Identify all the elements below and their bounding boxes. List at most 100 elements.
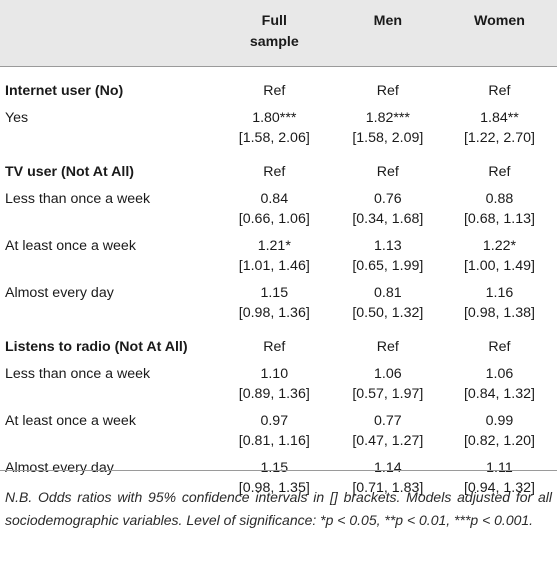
confidence-interval: [0.98, 1.36] [238,304,310,321]
odds-ratio: 1.15 [260,284,289,301]
ref-cell: Ref [376,338,399,355]
column-header-men: Men [373,13,403,29]
ref-cell: Ref [488,338,511,355]
confidence-interval: [0.66, 1.06] [238,210,310,227]
column-header-women: Women [473,13,525,29]
row-label: At least once a week [5,237,136,254]
section-listens-to-radio: Listens to radio (Not At All) Ref Ref Re… [0,323,557,506]
odds-ratio-table: Full sample Men Women Internet user (No) … [0,0,557,506]
section-header-row: Internet user (No) Ref Ref Ref [0,66,557,101]
or-cell: 0.99 [0.82, 1.20] [442,404,557,451]
table-bottom-rule [0,470,557,471]
or-cell: 0.88 [0.68, 1.13] [442,182,557,229]
or-cell: 0.77 [0.47, 1.27] [334,404,442,451]
ref-cell: Ref [263,338,286,355]
table-row: At least once a week 1.21* [1.01, 1.46] 1… [0,229,557,276]
odds-ratio: 0.97 [260,412,289,429]
header-background [0,0,557,66]
or-cell: 1.84** [1.22, 2.70] [442,101,557,148]
confidence-interval: [0.34, 1.68] [352,210,424,227]
table-row: Yes 1.80*** [1.58, 2.06] 1.82*** [1.58, 2.… [0,101,557,148]
ref-cell: Ref [376,163,399,180]
row-label: At least once a week [5,412,136,429]
row-label: Less than once a week [5,365,151,382]
confidence-interval: [0.71, 1.83] [352,479,424,496]
or-cell: 1.80*** [1.58, 2.06] [215,101,334,148]
or-cell: 0.76 [0.34, 1.68] [334,182,442,229]
or-cell: 0.84 [0.66, 1.06] [215,182,334,229]
odds-ratio: 1.11 [486,459,513,476]
table-footnote: N.B. Odds ratios with 95% confidence int… [5,489,552,528]
confidence-interval: [0.50, 1.32] [352,304,424,321]
confidence-interval: [0.82, 1.20] [463,432,535,449]
confidence-interval: [1.00, 1.49] [463,257,535,274]
section-header-row: TV user (Not At All) Ref Ref Ref [0,148,557,182]
confidence-interval: [0.98, 1.38] [463,304,535,321]
confidence-interval: [1.58, 2.09] [352,129,424,146]
row-label: Almost every day [5,459,114,476]
ref-cell: Ref [488,163,511,180]
odds-ratio: 0.84 [260,190,289,207]
ref-cell: Ref [488,82,511,99]
odds-ratio: 1.15 [260,459,289,476]
or-cell: 1.14 [0.71, 1.83] [334,451,442,506]
confidence-interval: [0.81, 1.16] [238,432,310,449]
table-row: At least once a week 0.97 [0.81, 1.16] 0.… [0,404,557,451]
odds-ratio: 1.10 [260,365,289,382]
row-label: Yes [5,109,29,126]
odds-ratio: 0.99 [485,412,514,429]
column-header-full-sample: Full sample [249,13,299,50]
or-cell: 1.82*** [1.58, 2.09] [334,101,442,148]
confidence-interval: [1.58, 2.06] [238,129,310,146]
confidence-interval: [0.68, 1.13] [463,210,535,227]
odds-ratio: 1.14 [374,459,402,476]
table-row: Less than once a week 1.10 [0.89, 1.36] 1… [0,357,557,404]
or-cell: 1.21* [1.01, 1.46] [215,229,334,276]
odds-ratio: 1.22* [482,237,516,254]
confidence-interval: [0.47, 1.27] [352,432,424,449]
odds-ratio: 1.80*** [252,109,297,126]
odds-ratio: 1.06 [374,365,402,382]
or-cell: 0.97 [0.81, 1.16] [215,404,334,451]
confidence-interval: [1.01, 1.46] [238,257,310,274]
section-title: Listens to radio (Not At All) [5,338,188,355]
confidence-interval: [0.65, 1.99] [352,257,424,274]
section-title: Internet user (No) [5,82,124,99]
or-cell: 1.06 [0.57, 1.97] [334,357,442,404]
table-header: Full sample Men Women [0,0,557,66]
row-label: Less than once a week [5,190,151,207]
odds-ratio: 0.76 [374,190,402,207]
table-row: Almost every day 1.15 [0.98, 1.36] 0.81 [0… [0,276,557,323]
or-cell: 1.06 [0.84, 1.32] [442,357,557,404]
or-cell: 1.10 [0.89, 1.36] [215,357,334,404]
confidence-interval: [0.84, 1.32] [463,385,535,402]
odds-ratio: 0.81 [374,284,402,301]
ref-cell: Ref [376,82,399,99]
table-row: Less than once a week 0.84 [0.66, 1.06] 0… [0,182,557,229]
ref-cell: Ref [263,163,286,180]
confidence-interval: [0.89, 1.36] [238,385,310,402]
odds-ratio: 0.88 [485,190,514,207]
confidence-interval: [0.94, 1.32] [463,479,535,496]
confidence-interval: [0.98, 1.35] [238,479,310,496]
odds-ratio: 1.21* [257,237,291,254]
header-label-cell [0,0,215,66]
row-label: Almost every day [5,284,114,301]
odds-ratio: 1.84** [480,109,519,126]
section-tv-user: TV user (Not At All) Ref Ref Ref Less th… [0,148,557,323]
table-row: Almost every day 1.15 [0.98, 1.35] 1.14 [0… [0,451,557,506]
confidence-interval: [1.22, 2.70] [463,129,535,146]
or-cell: 1.16 [0.98, 1.38] [442,276,557,323]
or-cell: 1.15 [0.98, 1.36] [215,276,334,323]
confidence-interval: [0.57, 1.97] [352,385,424,402]
odds-ratio: 1.82*** [365,109,410,126]
section-title: TV user (Not At All) [5,163,134,180]
or-cell: 1.13 [0.65, 1.99] [334,229,442,276]
odds-ratio: 1.13 [374,237,402,254]
ref-cell: Ref [263,82,286,99]
section-internet-user: Internet user (No) Ref Ref Ref Yes 1.80*… [0,66,557,148]
or-cell: 1.22* [1.00, 1.49] [442,229,557,276]
section-header-row: Listens to radio (Not At All) Ref Ref Re… [0,323,557,357]
header-row: Full sample Men Women [0,0,557,66]
